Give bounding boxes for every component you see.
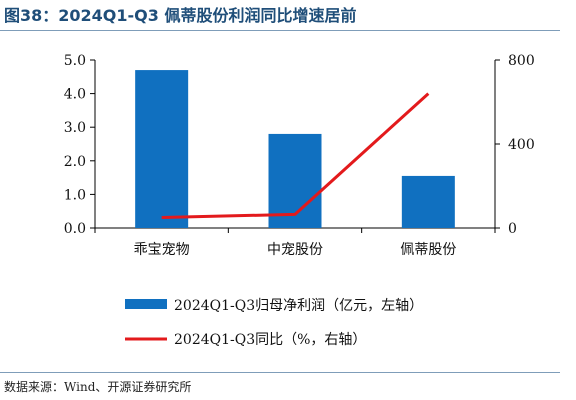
bar xyxy=(135,70,189,228)
x-tick-label: 中宠股份 xyxy=(267,242,323,258)
x-tick-label: 佩蒂股份 xyxy=(400,242,456,258)
legend-swatch-bar xyxy=(125,299,167,309)
y-left-tick-label: 3.0 xyxy=(64,120,86,136)
x-tick-label: 乖宝宠物 xyxy=(134,242,190,258)
y-left-tick-label: 2.0 xyxy=(64,154,86,170)
legend-label-bar: 2024Q1-Q3归母净利润（亿元，左轴） xyxy=(174,297,423,314)
figure-title: 图38：2024Q1-Q3 佩蒂股份利润同比增速居前 xyxy=(4,6,357,25)
y-right-tick-label: 400 xyxy=(508,137,535,153)
bar xyxy=(268,133,322,228)
top-rule xyxy=(0,30,560,31)
source-note: 数据来源：Wind、开源证券研究所 xyxy=(4,380,192,394)
y-left-tick-label: 5.0 xyxy=(64,53,86,69)
bar xyxy=(401,175,455,228)
y-left-tick-label: 4.0 xyxy=(64,87,86,103)
bottom-rule xyxy=(0,372,560,373)
y-left-tick-label: 0.0 xyxy=(64,221,86,237)
chart: 0.0 1.0 2.0 3.0 4.0 5.0 0 400 800 乖宝宠物 中宠股份 佩蒂股份 20… xyxy=(64,53,535,348)
legend-label-line: 2024Q1-Q3同比（%，右轴） xyxy=(174,332,366,348)
y-right-tick-label: 800 xyxy=(508,53,535,69)
y-right-tick-label: 0 xyxy=(508,221,517,237)
y-left-tick-label: 1.0 xyxy=(64,187,86,203)
